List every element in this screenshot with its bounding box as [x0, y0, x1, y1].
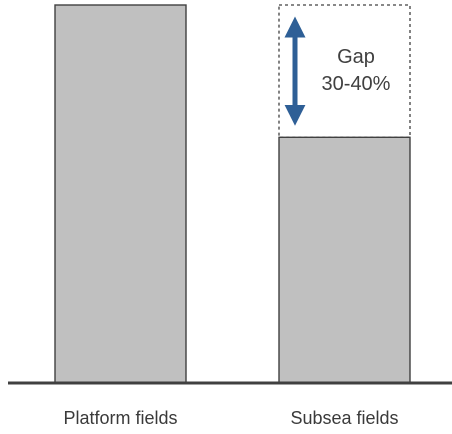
category-label-platform-fields: Platform fields: [63, 408, 177, 428]
bar-platform-fields: [54, 4, 187, 384]
category-labels-group: Platform fields Subsea fields: [63, 408, 398, 428]
bars-group: [54, 4, 411, 384]
category-label-subsea-fields: Subsea fields: [290, 408, 398, 428]
gap-dashed-box: [278, 4, 411, 138]
gap-label-line2: 30-40%: [322, 73, 391, 95]
gap-label-line1: Gap: [337, 46, 375, 68]
bar-subsea-fields: [278, 136, 411, 384]
